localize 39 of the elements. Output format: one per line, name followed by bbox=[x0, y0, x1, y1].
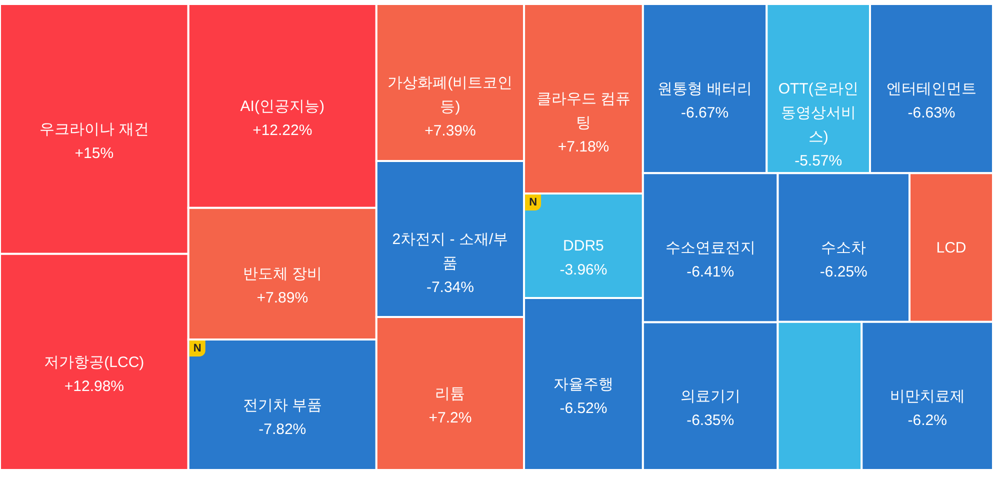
category-label: 수소연료전지 bbox=[665, 240, 756, 257]
category-label: 2차전지 - 소재/부품 bbox=[392, 231, 508, 272]
category-label: LCD bbox=[936, 240, 966, 257]
data-label: -5.57% bbox=[794, 152, 842, 170]
category-label: 리튬 bbox=[435, 386, 466, 402]
category-label: 자율주행 bbox=[553, 376, 614, 393]
category-label: 의료기기 bbox=[680, 388, 740, 406]
data-label: -6.52% bbox=[560, 400, 608, 417]
data-label: +7.89% bbox=[256, 290, 308, 307]
category-label: 엔터테인먼트 bbox=[886, 80, 976, 98]
category-label: 수소차 bbox=[821, 240, 866, 257]
category-label: 가상화폐(비트코인 등) bbox=[388, 74, 513, 116]
data-label: +7.39% bbox=[424, 122, 476, 140]
data-label: +15% bbox=[74, 144, 114, 162]
data-label: -6.63% bbox=[908, 104, 956, 122]
category-label: 전기차 부품 bbox=[242, 396, 322, 414]
text: N bbox=[529, 196, 538, 208]
data-label: -6.41% bbox=[686, 264, 734, 281]
category-label: 비만치료제 bbox=[890, 388, 965, 405]
data-label: -7.82% bbox=[258, 420, 306, 438]
category-label: AI(인공지능) bbox=[240, 98, 324, 115]
data-label: +7.2% bbox=[428, 410, 472, 426]
category-label: OTT(온라인동영상서비스) bbox=[778, 80, 858, 146]
data-label: +7.18% bbox=[558, 138, 610, 156]
data-label: -6.35% bbox=[686, 412, 734, 430]
category-label: 반도체 장비 bbox=[242, 266, 322, 283]
category-label: 원통형 배터리 bbox=[658, 80, 752, 98]
data-label: -3.96% bbox=[560, 262, 608, 279]
data-label: -6.2% bbox=[908, 412, 947, 429]
data-label: +12.22% bbox=[252, 122, 312, 139]
data-label: -7.34% bbox=[426, 279, 474, 296]
category-label: DDR5 bbox=[563, 238, 604, 255]
data-label: +12.98% bbox=[64, 378, 124, 395]
category-label: 우크라이나 재건 bbox=[40, 120, 149, 138]
category-label: 저가항공(LCC) bbox=[44, 354, 144, 371]
category-label: 클라우드 컴퓨팅 bbox=[536, 90, 631, 132]
data-label: -6.67% bbox=[681, 104, 729, 122]
text: N bbox=[193, 342, 202, 355]
data-label: -6.25% bbox=[820, 264, 868, 281]
